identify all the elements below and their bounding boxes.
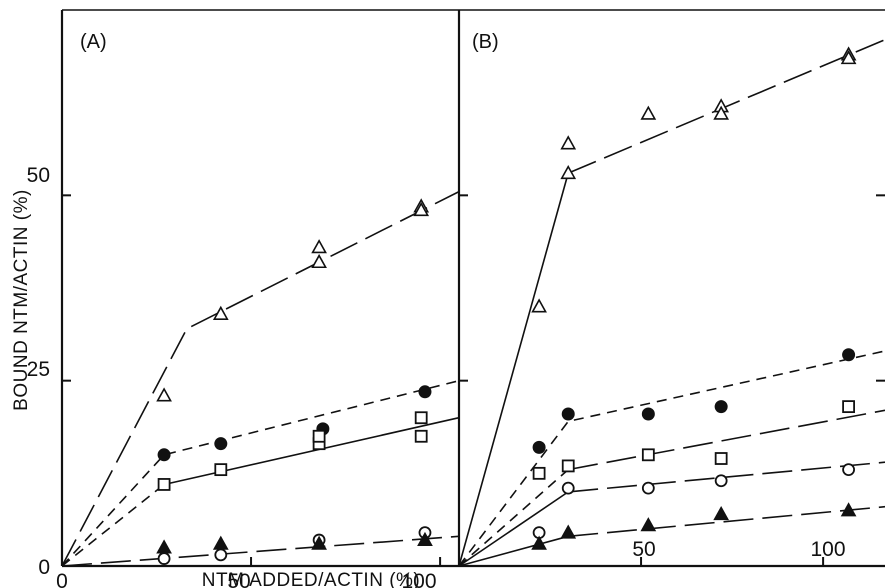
data-point-filled-circle — [157, 448, 171, 462]
data-point-open-triangle — [560, 164, 577, 180]
data-point-open-triangle — [212, 305, 229, 320]
panel-b-fit-lines — [458, 38, 885, 567]
data-point-filled-triangle — [417, 531, 433, 547]
data-point-filled-triangle — [560, 524, 577, 539]
data-point-filled-circle — [842, 348, 856, 362]
fit-line-series-2 — [458, 350, 885, 567]
data-point-filled-triangle — [840, 502, 857, 517]
data-point-filled-circle — [714, 400, 728, 414]
panel-a-x-tick-100: 100 — [401, 570, 436, 588]
fit-line-series-3 — [568, 409, 885, 471]
panel-b: (B) 50 100 — [458, 31, 885, 567]
data-point-open-triangle — [311, 253, 327, 269]
data-point-filled-triangle — [311, 535, 327, 550]
data-point-filled-triangle — [713, 505, 730, 521]
data-point-filled-circle — [214, 437, 228, 451]
fit-line-series-4 — [568, 461, 885, 493]
data-point-open-square — [414, 411, 428, 425]
data-point-open-square — [414, 429, 428, 443]
fit-line-series-4 — [458, 491, 569, 567]
panel-b-markers — [531, 46, 857, 550]
panel-a: (A) 0 50 100 0 25 50 BOUND NTM/ACTIN (%)… — [11, 31, 460, 588]
panel-b-label: (B) — [472, 31, 499, 53]
fit-line-series-1 — [567, 38, 885, 174]
data-point-open-square — [842, 400, 855, 414]
panel-a-y-tick-50: 50 — [27, 164, 50, 187]
data-point-filled-triangle — [531, 535, 547, 550]
panel-a-fit-lines — [61, 190, 460, 567]
panel-a-ticks — [61, 194, 442, 567]
data-point-open-circle — [641, 481, 655, 495]
data-point-filled-circle — [561, 407, 575, 421]
panel-a-x-tick-0: 0 — [56, 570, 68, 588]
data-point-open-triangle — [713, 105, 730, 120]
fit-line-series-3 — [61, 483, 165, 567]
fit-line-series-3 — [458, 469, 569, 567]
data-point-open-triangle — [413, 202, 430, 217]
x-axis-title: NTM ADDED/ACTIN (%) — [202, 570, 421, 588]
data-point-filled-triangle — [640, 517, 657, 532]
data-point-filled-circle — [418, 385, 432, 399]
fit-line-series-5 — [568, 505, 885, 538]
data-point-filled-circle — [532, 440, 546, 454]
fit-line-series-4 — [61, 535, 460, 567]
data-point-open-square — [561, 459, 575, 473]
data-point-filled-triangle — [156, 539, 172, 554]
data-point-open-triangle — [640, 105, 657, 120]
panel-b-ticks — [458, 194, 885, 567]
panel-a-y-tick-0: 0 — [38, 556, 50, 579]
panel-a-x-tick-50: 50 — [227, 570, 250, 588]
data-point-open-triangle — [156, 387, 172, 402]
y-axis-title: BOUND NTM/ACTIN (%) — [11, 189, 32, 411]
data-point-open-triangle — [311, 239, 327, 254]
data-point-open-square — [641, 448, 655, 462]
data-point-open-square — [532, 466, 546, 480]
data-point-open-circle — [714, 474, 728, 488]
data-point-open-square — [214, 463, 228, 477]
data-point-open-triangle — [560, 135, 577, 150]
fit-line-series-1 — [458, 172, 569, 567]
data-point-open-circle — [842, 463, 855, 477]
data-point-open-square — [714, 452, 728, 465]
panel-a-label: (A) — [80, 31, 107, 53]
panel-b-x-tick-50: 50 — [632, 538, 655, 561]
data-point-open-triangle — [531, 298, 547, 313]
panel-a-y-tick-25: 25 — [27, 358, 50, 381]
fit-line-series-1 — [61, 190, 460, 567]
data-point-open-circle — [157, 552, 171, 565]
fit-line-series-5 — [458, 535, 569, 567]
data-point-open-circle — [561, 481, 575, 495]
data-point-filled-triangle — [212, 535, 229, 550]
data-point-open-triangle — [840, 50, 857, 65]
fit-line-series-3 — [163, 416, 460, 486]
panel-b-x-tick-100: 100 — [810, 538, 845, 561]
data-point-filled-circle — [641, 407, 655, 421]
data-point-open-square — [312, 429, 326, 443]
data-point-open-circle — [214, 548, 228, 562]
panel-a-markers — [156, 198, 433, 565]
fit-line-series-2 — [61, 379, 460, 567]
data-point-open-square — [157, 478, 171, 491]
